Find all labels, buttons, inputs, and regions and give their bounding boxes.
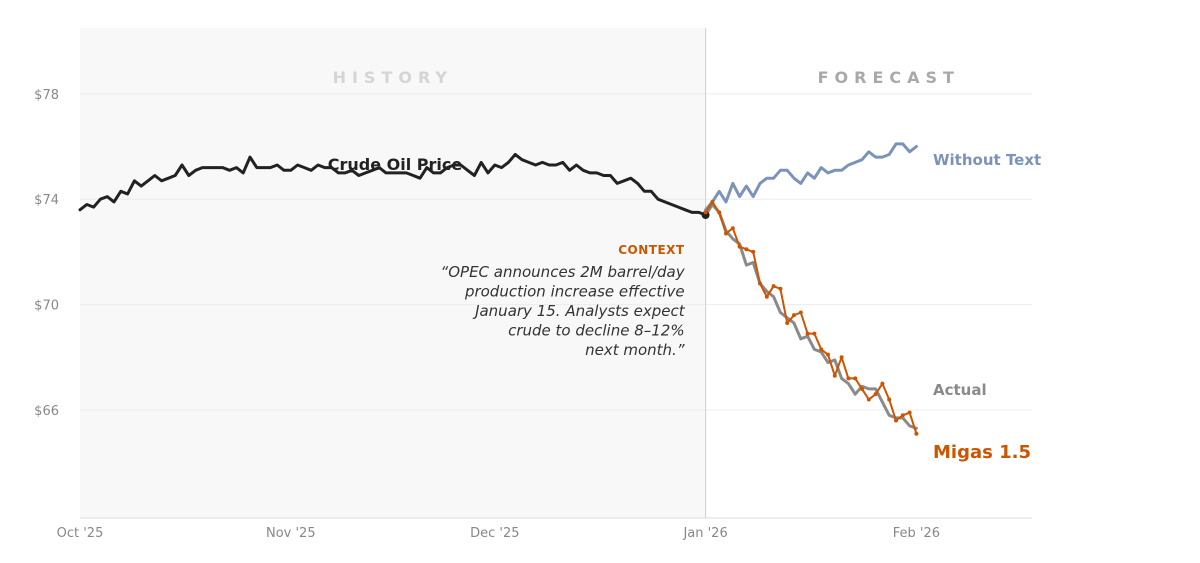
- migas-point: [887, 397, 892, 402]
- forecast-start-marker: [701, 211, 710, 220]
- legend-label-actual: Actual: [933, 381, 987, 399]
- context-line: production increase effective: [464, 283, 685, 301]
- migas-point: [873, 392, 878, 397]
- y-tick-label: $74: [34, 193, 59, 208]
- migas-point: [894, 418, 898, 423]
- context-line: January 15. Analysts expect: [472, 302, 686, 320]
- migas-point: [751, 249, 756, 254]
- migas-point: [785, 321, 790, 326]
- y-axis-ticks: $66 $70 $74 $78: [34, 88, 59, 419]
- migas-point: [900, 413, 905, 418]
- legend-label-migas: Migas 1.5: [933, 442, 1031, 463]
- migas-point: [744, 247, 749, 252]
- migas-point: [832, 373, 837, 378]
- legend-label-without-text: Without Text: [933, 151, 1041, 169]
- series-line-without-text: [704, 142, 918, 212]
- y-tick-label: $78: [34, 88, 59, 103]
- gridlines: [80, 93, 1032, 411]
- migas-point: [819, 347, 824, 352]
- migas-point: [758, 281, 762, 286]
- x-tick-label: Dec '25: [470, 526, 519, 541]
- y-tick-label: $70: [34, 299, 59, 314]
- x-tick-label: Oct '25: [57, 526, 104, 541]
- context-annotation: CONTEXT “OPEC announces 2M barrel/day pr…: [440, 243, 685, 359]
- migas-point: [805, 331, 810, 336]
- series-line-migas-1-5: [704, 200, 918, 435]
- migas-point: [771, 284, 776, 289]
- migas-point: [764, 294, 769, 299]
- y-tick-label: $66: [34, 404, 59, 419]
- migas-point: [778, 286, 783, 291]
- migas-point: [703, 210, 708, 215]
- history-region-label: HISTORY: [333, 68, 453, 87]
- context-line: next month.”: [585, 341, 685, 359]
- context-line: “OPEC announces 2M barrel/day: [440, 263, 685, 281]
- migas-point: [860, 386, 864, 391]
- migas-point: [866, 397, 871, 402]
- x-tick-label: Feb '26: [893, 526, 940, 541]
- migas-point: [812, 331, 817, 336]
- series-lines: [78, 142, 919, 436]
- migas-point: [853, 376, 858, 381]
- migas-point: [717, 210, 722, 215]
- migas-point: [798, 310, 803, 315]
- x-axis-ticks: Oct '25 Nov '25 Dec '25 Jan '26 Feb '26: [57, 526, 940, 541]
- migas-point: [737, 244, 742, 249]
- context-title: CONTEXT: [618, 243, 685, 257]
- migas-point: [907, 410, 912, 415]
- history-region-background: [80, 28, 706, 518]
- migas-point: [792, 313, 796, 318]
- chart-title: Crude Oil Price: [328, 155, 463, 174]
- migas-point: [710, 199, 715, 204]
- migas-point: [724, 231, 728, 236]
- x-tick-label: Nov '25: [266, 526, 316, 541]
- migas-point: [846, 376, 851, 381]
- migas-point: [914, 431, 919, 436]
- forecast-region-label: FORECAST: [818, 68, 960, 87]
- x-tick-label: Jan '26: [682, 526, 727, 541]
- migas-point: [730, 226, 735, 231]
- series-line-crude-oil-price: [78, 153, 708, 217]
- migas-point: [826, 352, 830, 357]
- migas-point: [839, 355, 844, 360]
- context-line: crude to decline 8–12%: [508, 322, 684, 340]
- migas-point: [880, 381, 885, 386]
